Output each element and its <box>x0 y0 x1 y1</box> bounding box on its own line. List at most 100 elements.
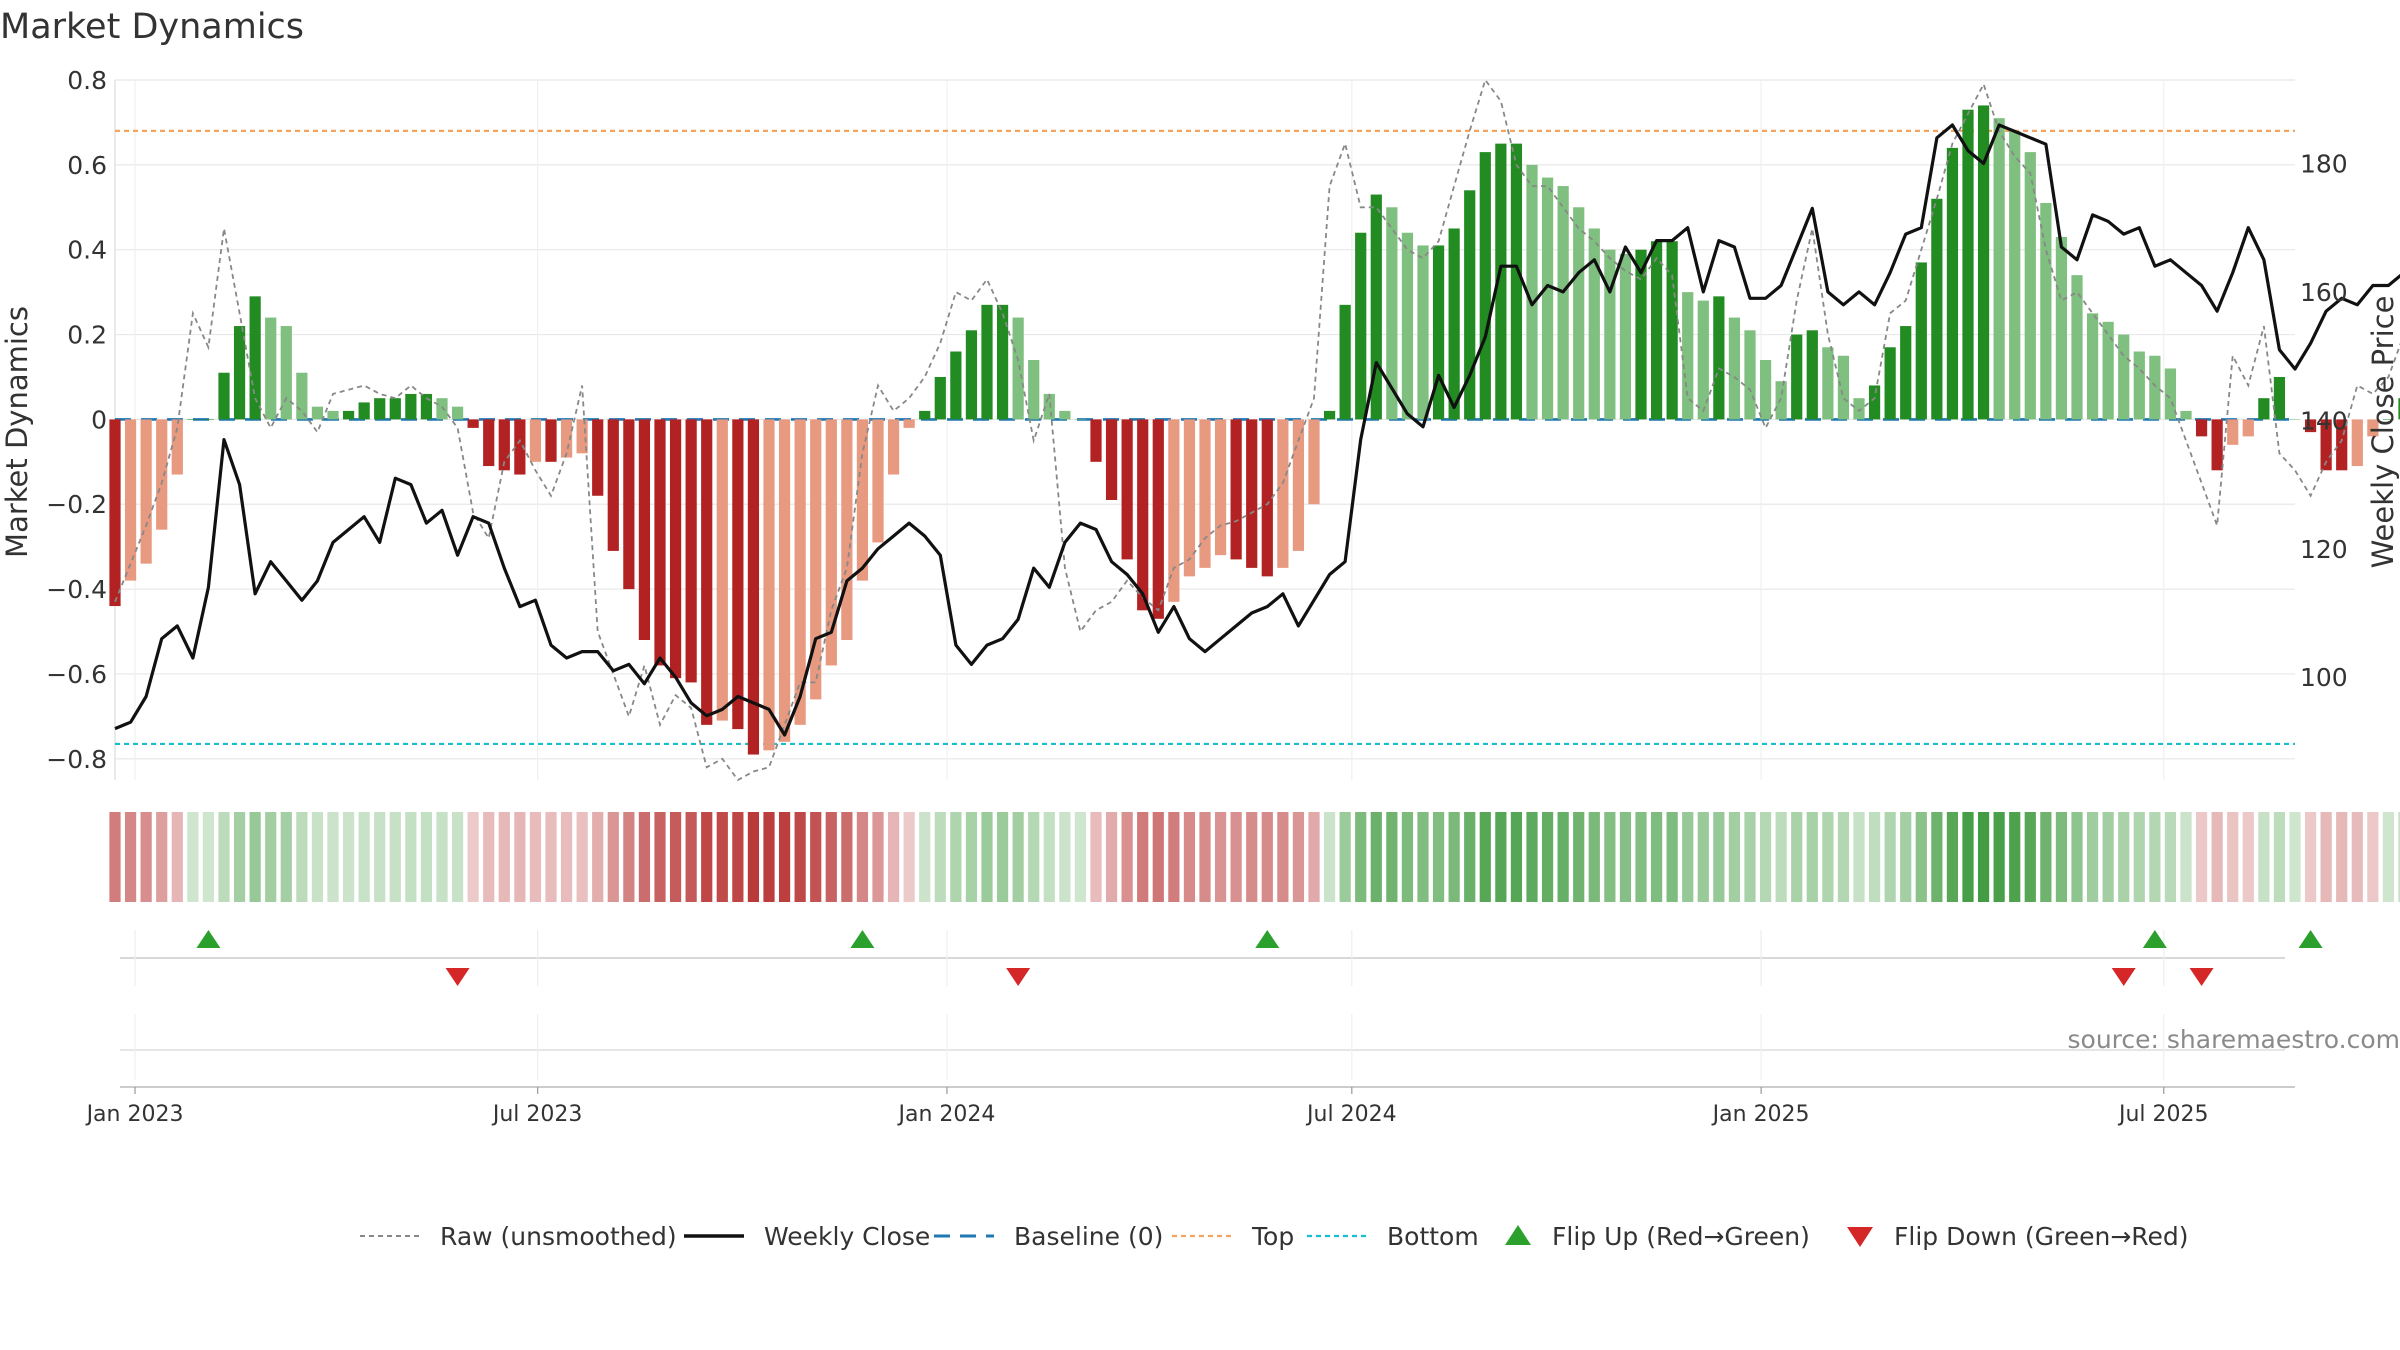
dynamics-bar-63 <box>1090 419 1102 462</box>
heat-cell-40 <box>732 812 744 902</box>
right-tick-label-1: 160 <box>2300 278 2348 307</box>
dynamics-bar-13 <box>311 406 324 420</box>
heat-cell-45 <box>810 812 822 902</box>
dynamics-bar-99 <box>1650 241 1663 420</box>
dynamics-bar-124 <box>2040 203 2052 420</box>
dynamics-bar-73 <box>1246 419 1258 568</box>
heat-cell-27 <box>529 812 542 902</box>
heat-cell-51 <box>903 812 915 902</box>
heat-cell-114 <box>1884 812 1896 902</box>
heat-cell-92 <box>1541 812 1554 902</box>
dynamics-bar-19 <box>405 393 417 420</box>
dynamics-bar-103 <box>1713 296 1725 420</box>
date-tick-label-4: Jan 2025 <box>1711 1102 1810 1127</box>
heat-cell-12 <box>296 812 308 902</box>
legend-item-2: Baseline (0) <box>934 1222 1163 1251</box>
heat-cell-21 <box>436 812 448 902</box>
dynamics-bar-80 <box>1355 232 1367 420</box>
dynamics-bar-122 <box>2009 130 2021 420</box>
dynamics-bar-69 <box>1183 419 1196 577</box>
dynamics-bar-115 <box>1900 326 1912 420</box>
left-tick-label-0: 0.8 <box>67 66 107 95</box>
dynamics-bar-94 <box>1573 207 1585 420</box>
heat-cell-129 <box>2118 812 2130 902</box>
dynamics-bar-123 <box>2024 152 2036 420</box>
heat-cell-131 <box>2149 812 2161 902</box>
dynamics-bar-133 <box>2180 410 2192 420</box>
legend-flip-up-swatch <box>1505 1225 1531 1245</box>
heat-cell-139 <box>2273 812 2286 902</box>
dynamics-bar-84 <box>1417 245 1429 420</box>
heat-cell-115 <box>1900 812 1912 902</box>
dynamics-bar-34 <box>638 419 651 640</box>
left-axis: 0.8 0.6 0.4 0.2 0 −0.2 −0.4 −0.6 −0.8 <box>46 66 107 774</box>
heat-cell-13 <box>311 812 324 902</box>
heat-cell-8 <box>233 812 246 902</box>
left-tick-label-8: −0.8 <box>46 745 107 774</box>
flip-down-marker-0 <box>445 968 470 986</box>
heat-cell-127 <box>2086 812 2099 902</box>
heat-cell-144 <box>2351 812 2363 902</box>
heat-cell-19 <box>405 812 417 902</box>
heat-cell-99 <box>1650 812 1663 902</box>
heat-cell-128 <box>2102 812 2114 902</box>
dynamics-bar-53 <box>934 376 946 420</box>
heat-cell-79 <box>1339 812 1351 902</box>
dynamics-bar-18 <box>389 398 401 420</box>
dynamics-bar-0 <box>109 419 121 607</box>
heat-cell-125 <box>2055 812 2068 902</box>
dynamics-bar-45 <box>810 419 822 700</box>
dynamics-bar-27 <box>529 419 542 462</box>
heat-cell-1 <box>124 812 137 902</box>
dynamics-bar-116 <box>1915 262 1927 420</box>
weekly-close-series <box>114 123 2400 737</box>
heat-cell-98 <box>1635 812 1647 902</box>
legend-item-0: Raw (unsmoothed) <box>360 1222 677 1251</box>
heat-cell-101 <box>1682 812 1694 902</box>
heat-cell-28 <box>545 812 557 902</box>
heat-cell-94 <box>1573 812 1585 902</box>
heat-cell-136 <box>2227 812 2239 902</box>
dynamics-bar-66 <box>1137 419 1149 611</box>
dynamics-bar-28 <box>545 419 557 462</box>
heat-cell-18 <box>389 812 401 902</box>
dynamics-bar-132 <box>2164 368 2177 420</box>
dynamics-bar-37 <box>685 419 697 683</box>
dynamics-bar-51 <box>903 419 915 428</box>
dynamics-bar-125 <box>2055 236 2068 420</box>
source-note: source: sharemaestro.com <box>2068 1025 2400 1054</box>
dynamics-bar-64 <box>1105 419 1118 500</box>
heat-cell-138 <box>2258 812 2270 902</box>
dynamics-bar-138 <box>2258 398 2270 420</box>
heat-cell-35 <box>654 812 666 902</box>
heat-cell-89 <box>1495 812 1507 902</box>
dynamics-bar-96 <box>1604 249 1616 420</box>
heat-cell-124 <box>2040 812 2052 902</box>
heat-cell-113 <box>1868 812 1881 902</box>
heat-cell-132 <box>2164 812 2177 902</box>
heat-cell-52 <box>919 812 931 902</box>
dynamics-bar-107 <box>1775 381 1787 420</box>
dynamics-bar-114 <box>1884 347 1896 420</box>
heat-cell-122 <box>2009 812 2021 902</box>
heat-cell-78 <box>1323 812 1336 902</box>
left-tick-label-4: 0 <box>91 405 107 434</box>
dynamics-bar-40 <box>732 419 744 730</box>
heat-cell-108 <box>1791 812 1803 902</box>
dynamics-bar-101 <box>1682 292 1694 420</box>
dynamics-bar-54 <box>950 351 962 420</box>
dynamics-bar-41 <box>747 419 760 755</box>
dynamics-bar-46 <box>825 419 837 666</box>
dynamics-bar-32 <box>607 419 619 551</box>
heat-cell-85 <box>1432 812 1445 902</box>
flip-down-marker-1 <box>1006 968 1031 986</box>
heat-cell-77 <box>1308 812 1320 902</box>
heat-cell-116 <box>1915 812 1927 902</box>
dynamics-bar-61 <box>1059 410 1071 420</box>
dynamics-bar-3 <box>156 419 168 530</box>
dynamics-bar-39 <box>716 419 728 721</box>
right-axis-title: Weekly Close Price <box>2366 296 2400 569</box>
heat-cell-102 <box>1697 812 1709 902</box>
dynamics-bar-113 <box>1868 385 1881 420</box>
dynamics-bar-108 <box>1791 334 1803 420</box>
